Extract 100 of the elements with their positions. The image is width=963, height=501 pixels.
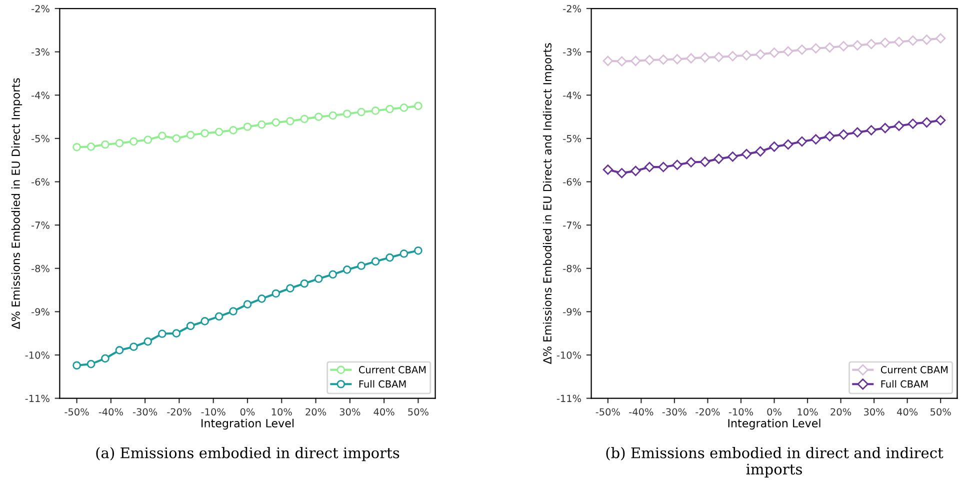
point [357,262,366,270]
y-tick-label: -9% [563,308,582,316]
point [258,294,266,303]
point [838,129,849,140]
point [243,300,252,308]
point [728,51,738,62]
point [602,56,614,66]
point [115,139,124,148]
y-tick-label: -8% [563,264,582,272]
point [342,110,352,118]
point [894,120,904,131]
point [755,49,766,60]
point [86,142,96,151]
point [300,114,309,124]
point [172,329,181,338]
point [400,104,408,112]
point [286,116,294,126]
point [86,360,96,368]
x-tick-label: 10% [798,408,818,416]
point [880,122,890,134]
y-tick-label: -5% [32,134,50,142]
x-tick-label: -50% [596,408,620,416]
point [200,129,209,138]
point [258,120,266,129]
point [286,284,294,292]
point [755,146,766,157]
point [630,56,641,66]
x-tick-label: 20% [830,408,852,416]
point [272,118,280,127]
point [130,342,138,351]
point [616,168,627,178]
point [158,132,166,140]
point [686,157,696,168]
point [414,102,422,110]
point [908,118,918,129]
x-tick-label: 0% [767,408,782,416]
point [386,253,394,262]
x-tick-label: 40% [896,408,918,416]
point [72,142,81,152]
point [838,41,849,52]
point [314,274,323,283]
y-tick-label: -11% [556,394,582,402]
point [658,54,668,65]
y-tick-label: -6% [563,178,582,186]
point [922,34,932,45]
point [769,142,780,152]
point [101,140,110,149]
point [852,127,863,138]
point [714,154,724,164]
point [272,289,280,298]
point [214,128,224,136]
y-tick-label: -10% [556,351,582,359]
x-tick-label: -40% [629,408,654,416]
point [700,156,710,167]
point [200,317,209,326]
x-tick-label: -30% [662,408,686,416]
y-tick-label: -7% [32,222,50,229]
point [894,36,904,47]
point [810,43,821,54]
legend-label: Current CBAM [358,366,426,374]
y-tick-label: -4% [563,92,582,99]
y-tick-label: -2% [32,4,50,12]
text: (a) Emissions embodied in direct imports [96,447,400,462]
point [357,108,366,116]
point [342,266,352,274]
legend-label: Full CBAM [359,380,406,388]
y-tick-label: -6% [32,178,50,186]
point [371,257,380,266]
y-tick-label: -11% [25,394,50,402]
point [616,56,627,66]
point [644,54,655,66]
y-tick-label: -3% [32,48,50,56]
y-tick-label: -3% [563,48,582,56]
point [386,104,394,114]
point [922,117,932,128]
point [769,48,780,58]
y-tick-label: -9% [32,308,50,316]
y-tick-label: -7% [563,222,582,229]
x-axis-title: Integration Level [728,418,820,430]
point [602,164,614,175]
point [658,162,668,172]
point [328,270,338,279]
point [908,35,918,46]
point [229,126,238,134]
point [186,130,195,140]
point [796,136,808,147]
y-tick-label: -4% [32,92,50,99]
point [144,337,152,346]
x-tick-label: -40% [98,408,123,416]
point [714,52,724,62]
point [243,122,252,131]
y-tick-label: -10% [25,351,50,359]
point [880,38,890,48]
y-tick-label: -5% [563,134,582,142]
point [328,111,338,120]
x-tick-label: 40% [374,408,394,416]
x-tick-label: -30% [132,408,158,416]
point [796,44,808,55]
x-tick-label: -10% [728,408,754,416]
point [214,312,224,321]
